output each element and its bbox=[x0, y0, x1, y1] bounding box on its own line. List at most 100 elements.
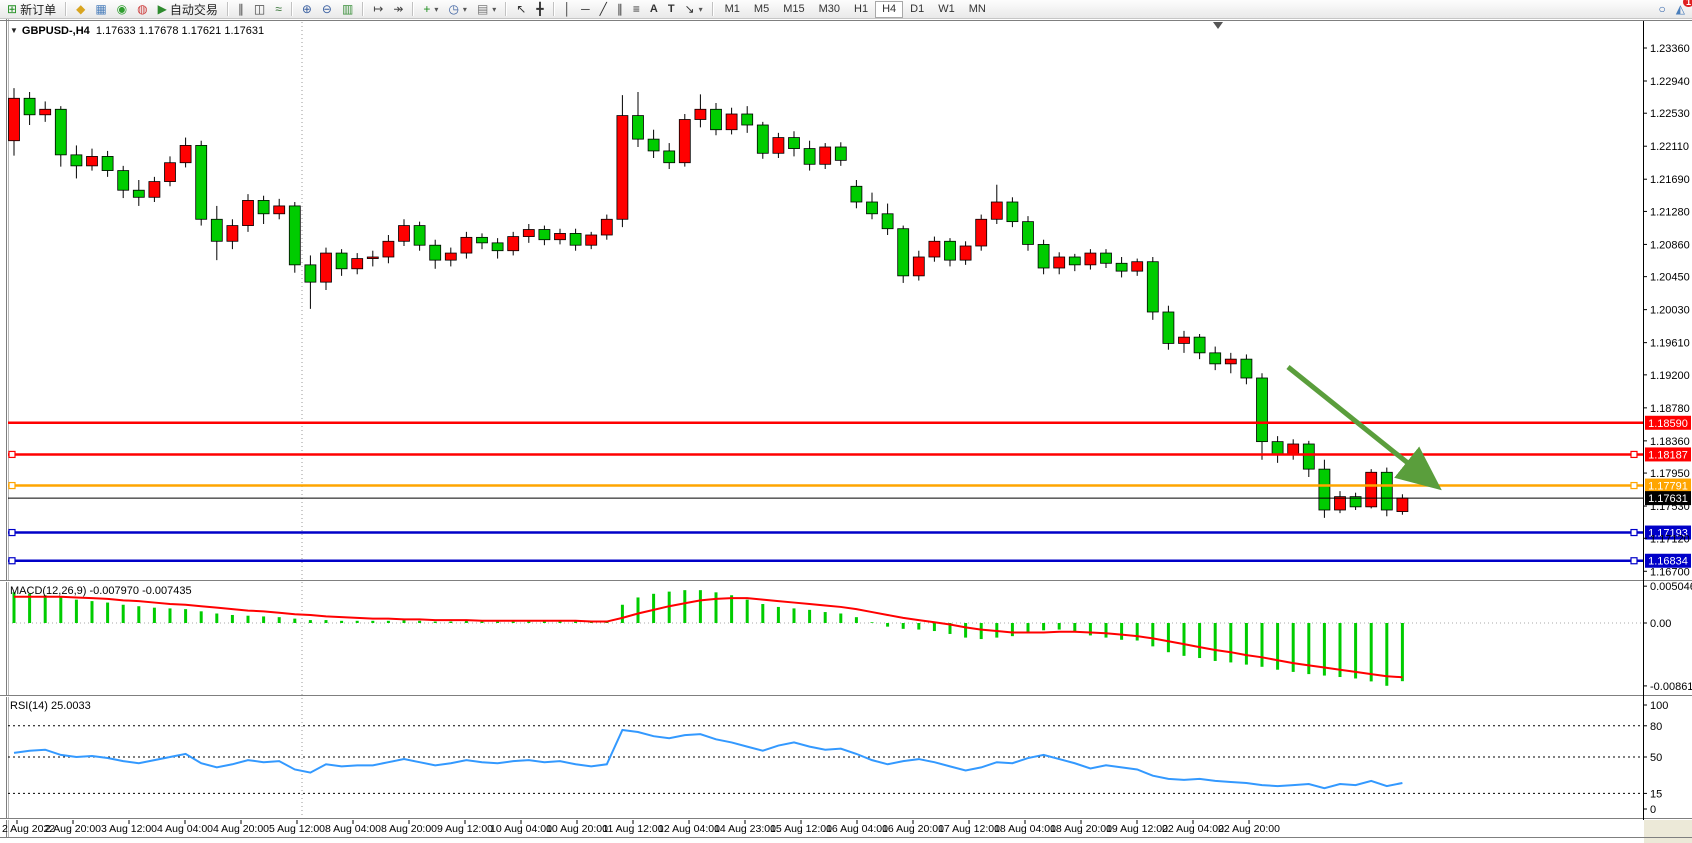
terminal-button[interactable]: ◍ bbox=[132, 0, 152, 19]
rsi-panel[interactable] bbox=[8, 725, 1643, 794]
timeframe-h1-button[interactable]: H1 bbox=[854, 2, 869, 15]
price-axis-tick-label: 1.17950 bbox=[1650, 468, 1690, 480]
toolbar-separator bbox=[290, 2, 293, 16]
candlestick-chart-button[interactable]: ◫ bbox=[249, 0, 270, 19]
collapse-triangle-icon[interactable]: ▼ bbox=[10, 26, 18, 35]
bullish-candle bbox=[39, 108, 52, 116]
rsi-axis-label: 15 bbox=[1650, 788, 1662, 800]
line-drag-handle[interactable] bbox=[8, 481, 16, 490]
timeframe-m15-button[interactable]: M15 bbox=[783, 2, 805, 15]
arrows-icon: ↘ bbox=[684, 1, 695, 16]
timeframe-h4-button[interactable]: H4 bbox=[875, 0, 904, 18]
channel-button[interactable]: ∥ bbox=[612, 0, 628, 19]
fibonacci-button[interactable]: ≡ bbox=[628, 0, 645, 19]
auto-scroll-icon: ↦ bbox=[373, 1, 384, 16]
price-line-label-box bbox=[1645, 553, 1691, 568]
chart-shift-button[interactable]: ↠ bbox=[388, 0, 408, 19]
line-drag-handle[interactable] bbox=[8, 528, 16, 537]
text-button[interactable]: A bbox=[645, 0, 663, 19]
macd-panel[interactable] bbox=[8, 590, 1643, 686]
bullish-candle bbox=[819, 146, 832, 165]
bearish-candle bbox=[569, 233, 582, 246]
bearish-candle bbox=[1318, 468, 1331, 511]
chat-button[interactable]: ◭ 1 bbox=[1671, 0, 1692, 19]
macd-axis-label: -0.008617 bbox=[1650, 681, 1692, 693]
bullish-candle bbox=[990, 201, 1003, 220]
new-order-button-label: 新订单 bbox=[20, 2, 57, 17]
chart-shift-marker-icon[interactable] bbox=[1213, 22, 1223, 29]
time-axis-label: 18 Aug 20:00 bbox=[1050, 823, 1112, 835]
trend-arrow-annotation[interactable] bbox=[1286, 365, 1442, 491]
line-drag-handle[interactable] bbox=[8, 557, 16, 565]
auto-scroll-button[interactable]: ↦ bbox=[368, 0, 388, 19]
rsi-line bbox=[13, 728, 1403, 790]
price-axis-tick-label: 1.17530 bbox=[1650, 501, 1690, 513]
timeframe-m1-button[interactable]: M1 bbox=[724, 2, 740, 15]
timeframe-mn-button[interactable]: MN bbox=[968, 2, 986, 15]
timeframe-d1-button[interactable]: D1 bbox=[910, 2, 925, 15]
line-chart-button[interactable]: ≈ bbox=[270, 0, 287, 19]
bearish-candle bbox=[803, 148, 816, 165]
chevron-down-icon: ▾ bbox=[434, 4, 439, 14]
bearish-candle bbox=[897, 228, 910, 277]
bearish-candle bbox=[538, 229, 551, 241]
horizontal-line-button[interactable]: ─ bbox=[576, 0, 595, 19]
crosshair-button[interactable]: ╋ bbox=[531, 0, 548, 19]
price-line-label: 1.18590 bbox=[1648, 418, 1688, 430]
timeframe-m5-button[interactable]: M5 bbox=[753, 2, 770, 15]
navigator-button[interactable]: ◉ bbox=[112, 0, 132, 19]
chart-ohlc-values: 1.17633 1.17678 1.17621 1.17631 bbox=[95, 25, 265, 37]
bearish-candle bbox=[1380, 471, 1393, 511]
periods-button[interactable]: ◷ ▾ bbox=[443, 0, 472, 19]
market-watch-button[interactable]: ◆ bbox=[71, 0, 90, 19]
cursor-button[interactable]: ↖ bbox=[511, 0, 531, 19]
candlestick-chart-icon: ◫ bbox=[253, 1, 266, 16]
line-drag-handle[interactable] bbox=[8, 450, 16, 459]
time-axis-label: 17 Aug 12:00 bbox=[938, 823, 1000, 835]
autotrading-button[interactable]: ▶ 自动交易 bbox=[153, 0, 223, 19]
line-drag-handle[interactable] bbox=[1630, 557, 1638, 565]
time-axis-label: 4 Aug 20:00 bbox=[213, 823, 269, 835]
new-order-icon: ⊞ bbox=[7, 1, 18, 16]
toolbar-separator bbox=[362, 2, 365, 16]
line-drag-handle[interactable] bbox=[1630, 528, 1638, 537]
trendline-button[interactable]: ╱ bbox=[595, 0, 612, 19]
bullish-candle bbox=[366, 256, 379, 259]
timeframe-m30-button[interactable]: M30 bbox=[818, 2, 840, 15]
tile-windows-button[interactable]: ▥ bbox=[337, 0, 358, 19]
bearish-candle bbox=[788, 137, 800, 149]
axis-corner bbox=[1644, 820, 1692, 843]
bullish-candle bbox=[1396, 497, 1409, 512]
templates-button[interactable]: ▤ ▾ bbox=[472, 0, 501, 19]
vertical-line-icon: │ bbox=[563, 1, 572, 16]
arrows-button[interactable]: ↘ ▾ bbox=[680, 0, 708, 19]
search-button[interactable]: ○ bbox=[1654, 0, 1671, 19]
fibonacci-icon: ≡ bbox=[632, 1, 640, 16]
zoom-out-button[interactable]: ⊖ bbox=[317, 0, 337, 19]
macd-signal-line bbox=[14, 595, 1403, 679]
bullish-candle bbox=[772, 137, 785, 154]
horizontal-line-icon: ─ bbox=[581, 1, 590, 16]
bullish-candle bbox=[1084, 252, 1097, 266]
new-order-button[interactable]: ⊞ 新订单 bbox=[2, 0, 61, 19]
bar-chart-button[interactable]: ∥ bbox=[233, 0, 249, 19]
bullish-candle bbox=[616, 115, 629, 220]
timeframe-w1-button[interactable]: W1 bbox=[938, 2, 955, 15]
line-drag-handle[interactable] bbox=[1630, 450, 1638, 459]
price-axis-tick-label: 1.20030 bbox=[1650, 305, 1690, 317]
line-drag-handle[interactable] bbox=[1630, 481, 1638, 490]
bearish-candle bbox=[335, 252, 348, 270]
rsi-indicator-label: RSI(14) 25.0033 bbox=[10, 700, 91, 712]
indicators-button[interactable]: + ▾ bbox=[418, 0, 443, 19]
label-button[interactable]: T bbox=[663, 0, 680, 19]
data-window-button[interactable]: ▦ bbox=[90, 0, 111, 19]
notification-badge: 1 bbox=[1682, 0, 1692, 7]
zoom-in-button[interactable]: ⊕ bbox=[297, 0, 317, 19]
chart-window: 1.18590 1.18187 1.17791 1.17631 1.17193 1.168… bbox=[0, 19, 1692, 843]
vertical-line-button[interactable]: │ bbox=[559, 0, 577, 19]
bullish-candle bbox=[554, 233, 566, 241]
bearish-candle bbox=[476, 236, 488, 244]
bullish-candle bbox=[1365, 471, 1378, 508]
